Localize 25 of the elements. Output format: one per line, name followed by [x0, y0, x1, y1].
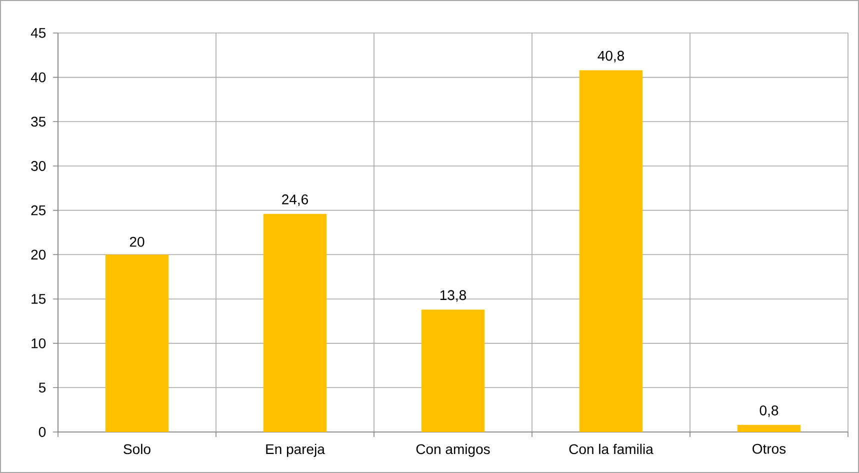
bar: [421, 310, 485, 432]
data-label: 13,8: [440, 290, 466, 302]
data-label: 24,6: [282, 194, 308, 206]
x-tick-label: Otros: [752, 444, 786, 454]
y-tick-label: 5: [38, 382, 46, 393]
x-tick-label: En pareja: [266, 444, 325, 457]
y-tick-label: 30: [31, 161, 46, 171]
y-tick-label: 0: [38, 427, 46, 437]
x-tick-label: Con amigos: [416, 444, 490, 457]
y-tick-label: 35: [31, 116, 46, 127]
bar: [263, 214, 327, 432]
y-tick-label: 40: [30, 72, 46, 82]
y-tick-label: 45: [30, 28, 46, 38]
y-tick-label: 15: [32, 294, 46, 304]
data-label: 40,8: [598, 50, 624, 62]
data-label: 20: [130, 236, 144, 247]
y-tick-label: 20: [31, 250, 46, 260]
bar: [105, 254, 169, 432]
y-tick-label: 25: [31, 205, 46, 216]
bar: [737, 424, 801, 432]
x-tick-label: Con la familia: [569, 444, 654, 454]
y-tick-label: 10: [32, 338, 46, 348]
data-label: 0,8: [760, 405, 778, 418]
bar: [579, 70, 643, 432]
x-tick-label: Solo: [124, 444, 150, 454]
